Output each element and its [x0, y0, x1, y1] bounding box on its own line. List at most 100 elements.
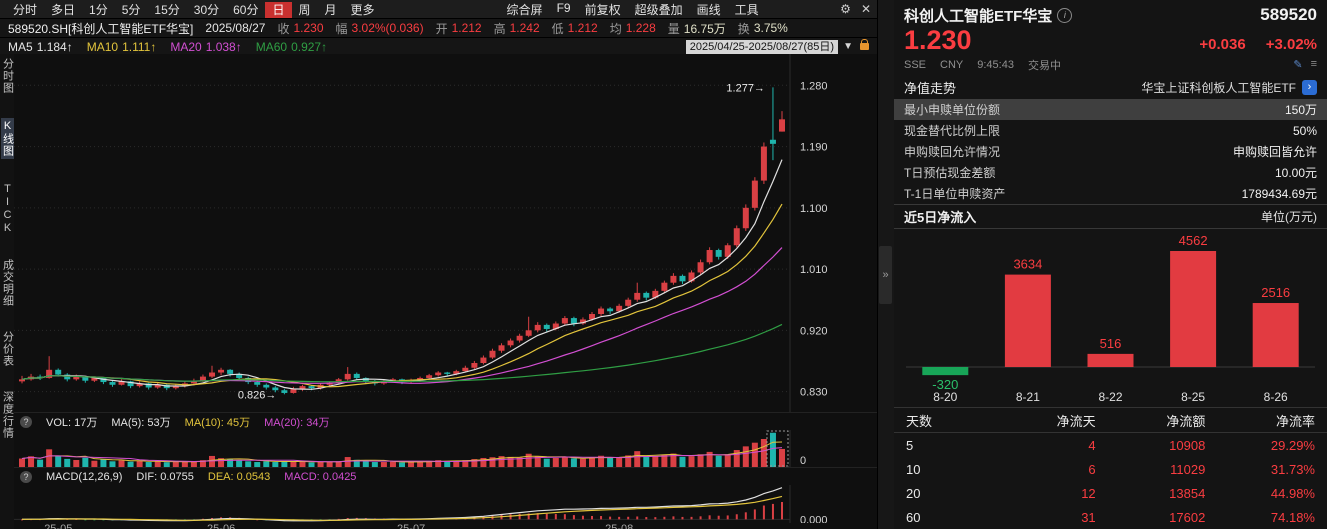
date-range-label[interactable]: 2025/04/25-2025/08/27(85日)	[685, 39, 839, 54]
svg-text:-320: -320	[932, 377, 958, 392]
ma-number: 0.927↑	[291, 39, 328, 54]
fund-info-label: 申购赎回允许情况	[904, 145, 1001, 159]
volume-chart[interactable]: 0	[14, 430, 877, 467]
period-tab-5[interactable]: 15分	[154, 2, 180, 17]
period-tab-11[interactable]: 更多	[350, 2, 375, 17]
flow-cell: 60	[906, 509, 921, 525]
collapse-panel-button[interactable]: »	[879, 246, 892, 304]
svg-text:0.000: 0.000	[800, 514, 828, 523]
period-tab-9[interactable]: 周	[298, 2, 311, 17]
svg-text:1.100: 1.100	[800, 203, 828, 215]
quote-field-value: 1.242	[509, 21, 540, 35]
toolbar-icons: ⚙ ✕	[840, 2, 871, 16]
fund-code: 589520	[1260, 5, 1317, 24]
question-icon[interactable]: ?	[20, 415, 32, 428]
svg-text:8-20: 8-20	[933, 390, 957, 404]
period-tab-6[interactable]: 30分	[193, 2, 220, 17]
vol-ma5: MA(5): 53万	[111, 416, 171, 429]
sidebar-item-depth-quote[interactable]: 深度行情	[1, 391, 14, 439]
fund-info-value: 申购赎回皆允许	[1232, 145, 1317, 159]
flow-cell: 12	[1081, 485, 1096, 501]
tool-button-6[interactable]: 工具	[734, 2, 759, 17]
nav-trend-link[interactable]: 净值走势	[904, 80, 957, 96]
flow-cell: 11029	[1170, 461, 1206, 477]
svg-text:0: 0	[800, 455, 806, 467]
svg-text:0.830: 0.830	[800, 387, 828, 399]
fund-info-row[interactable]: 申购赎回允许情况 申购赎回皆允许	[894, 141, 1327, 162]
tool-button-4[interactable]: 超级叠加	[634, 2, 683, 17]
period-tab-10[interactable]: 月	[324, 2, 337, 17]
trading-status: 交易中	[1027, 59, 1061, 72]
nav-row: 净值走势 华宝上证科创板人工智能ETF ›	[894, 75, 1327, 99]
fund-info-row[interactable]: T-1日单位申赎资产 1789434.69元	[894, 183, 1327, 204]
period-tab-1[interactable]: 分时	[13, 2, 38, 17]
quote-field-value: 1.228	[625, 21, 656, 35]
quote-field: 换 3.75%	[738, 20, 788, 37]
vol-ma10: MA(10): 45万	[184, 416, 251, 429]
svg-text:8-22: 8-22	[1098, 390, 1122, 404]
tool-button-group: 综合屏 F9 前复权 超级叠加 画线 工具	[500, 0, 766, 19]
sidebar-item-tick[interactable]: TICK	[1, 183, 14, 235]
flow-col-header: 净流天	[1056, 413, 1096, 429]
flow-cell: 31	[1081, 509, 1096, 525]
svg-text:516: 516	[1100, 336, 1122, 351]
fund-info-row[interactable]: T日预估现金差额 10.00元	[894, 162, 1327, 183]
fund-info-label: T日预估现金差额	[904, 166, 996, 180]
quote-field-label: 换	[737, 21, 750, 36]
flow-cell: 29.29%	[1270, 437, 1315, 453]
fund-info-table: 最小申赎单位份额 150万 现金替代比例上限 50% 申购赎回允许情况 申购赎回皆允许 T日…	[894, 99, 1327, 204]
fund-info-row[interactable]: 最小申赎单位份额 150万	[894, 99, 1327, 120]
flow-unit-label: 单位(万元)	[1261, 210, 1317, 224]
chevron-down-icon[interactable]: ▼	[843, 41, 853, 52]
quote-field: 低 1.212	[552, 20, 598, 37]
flow-cell: 44.98%	[1270, 485, 1315, 501]
tool-button-3[interactable]: 前复权	[584, 2, 621, 17]
edit-icon[interactable]: ✎	[1293, 59, 1303, 71]
quote-field-value: 3.02%(0.036)	[351, 21, 424, 35]
close-icon[interactable]: ✕	[860, 2, 871, 16]
flow-table-row: 10 6 11029 31.73%	[894, 457, 1327, 481]
period-tab-3[interactable]: 1分	[89, 2, 108, 17]
sidebar-item-price-table[interactable]: 分价表	[1, 331, 14, 367]
fund-link-icon[interactable]: ›	[1302, 79, 1317, 95]
sidebar-item-kline[interactable]: K线图	[0, 118, 14, 159]
fund-info-row[interactable]: 现金替代比例上限 50%	[894, 120, 1327, 141]
currency-label: CNY	[940, 58, 964, 71]
quote-field: 开 1.212	[436, 20, 482, 37]
tool-button-1[interactable]: 综合屏	[506, 2, 543, 17]
symbol-label: 589520.SH[科创人工智能ETF华宝]	[8, 21, 194, 36]
gear-icon[interactable]: ⚙	[840, 2, 851, 16]
sidebar-item-intraday[interactable]: 分时图	[1, 58, 14, 94]
ma-number: 1.111↑	[122, 39, 157, 54]
question-icon[interactable]: ?	[20, 470, 32, 483]
meta-icons: ✎ ≡	[1293, 58, 1317, 71]
date-range-control[interactable]: 2025/04/25-2025/08/27(85日) ▼	[685, 39, 869, 54]
quote-field-label: 高	[493, 21, 506, 36]
flow-table-header: 天数 净流天 净流额 净流率	[894, 407, 1327, 433]
info-icon[interactable]: i	[1057, 7, 1073, 23]
ma-value-ma60: MA60 0.927↑	[256, 40, 327, 54]
period-tab-7[interactable]: 60分	[233, 2, 259, 17]
period-tab-2[interactable]: 多日	[51, 2, 76, 17]
lock-icon[interactable]	[860, 39, 869, 50]
price-change-group: +0.036 +3.02%	[1199, 36, 1317, 53]
menu-icon[interactable]: ≡	[1310, 58, 1317, 70]
tool-button-5[interactable]: 画线	[696, 2, 721, 17]
macd-chart[interactable]: 0.000	[14, 485, 877, 523]
period-tab-8[interactable]: 日	[265, 1, 292, 18]
quote-field: 幅 3.02%(0.036)	[336, 20, 424, 37]
candlestick-chart[interactable]: 1.280 1.190 1.100 1.010 0.920 0.830 1.277→ 0.82…	[14, 54, 877, 412]
price-row: 1.230 +0.036 +3.02%	[894, 26, 1327, 56]
svg-text:8-25: 8-25	[1181, 390, 1205, 404]
last-price: 1.230	[904, 25, 972, 55]
tool-button-2[interactable]: F9	[556, 0, 571, 15]
flow-col-header: 天数	[906, 413, 933, 429]
fund-info-label: 现金替代比例上限	[904, 124, 1001, 138]
quote-field-value: 1.212	[451, 21, 482, 35]
svg-text:4562: 4562	[1179, 233, 1208, 248]
ma-value-ma5: MA5 1.184↑	[8, 40, 73, 54]
period-tab-4[interactable]: 5分	[121, 2, 141, 17]
quote-field: 均 1.228	[610, 20, 656, 37]
sidebar-item-trade-detail[interactable]: 成交明细	[1, 259, 14, 307]
